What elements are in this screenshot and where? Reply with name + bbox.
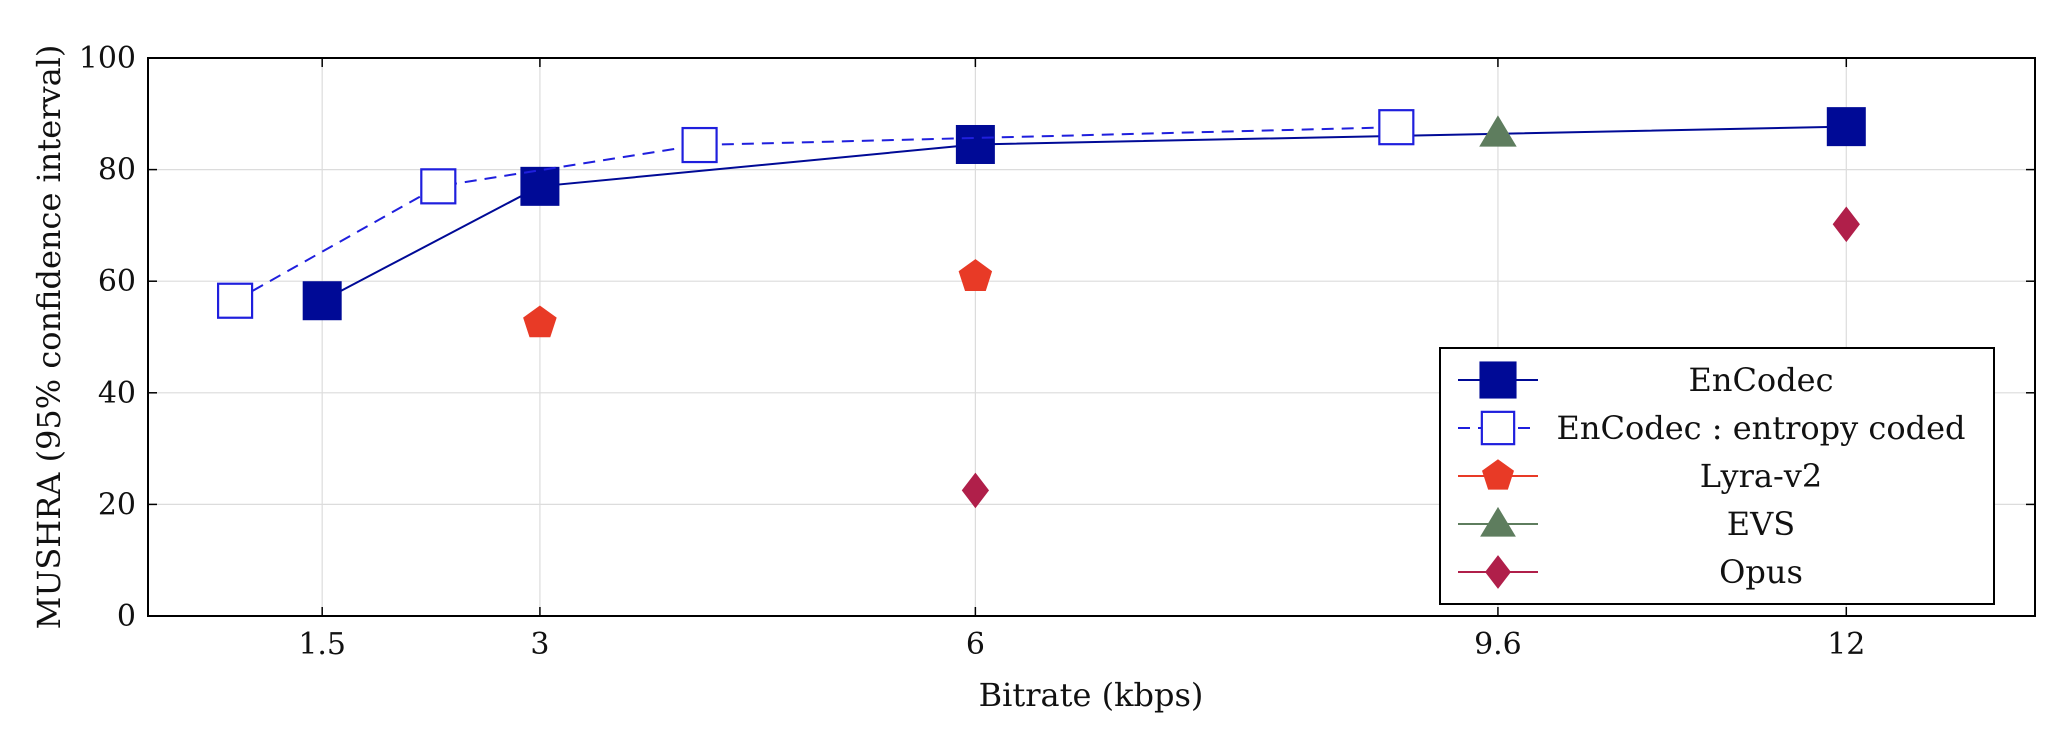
y-tick-label: 20 bbox=[98, 487, 136, 522]
series-group bbox=[1479, 115, 1517, 147]
x-tick-label: 9.6 bbox=[1474, 627, 1522, 662]
y-tick-label: 80 bbox=[98, 153, 136, 188]
data-point bbox=[302, 281, 342, 321]
x-axis-label: Bitrate (kbps) bbox=[979, 676, 1204, 714]
legend-marker bbox=[1480, 506, 1516, 537]
series-group bbox=[302, 107, 1866, 321]
data-point bbox=[1378, 109, 1415, 146]
y-tick-label: 0 bbox=[117, 599, 136, 634]
data-point bbox=[1832, 206, 1860, 243]
legend-label: EnCodec : entropy coded bbox=[1557, 409, 1966, 447]
y-tick-label: 60 bbox=[98, 264, 136, 299]
data-point bbox=[955, 124, 995, 164]
data-point bbox=[216, 282, 254, 319]
data-point bbox=[681, 126, 718, 164]
y-tick-label: 40 bbox=[98, 376, 136, 411]
series-layer bbox=[216, 107, 1866, 509]
x-tick-label: 1.5 bbox=[298, 627, 346, 662]
series-line bbox=[234, 126, 1397, 302]
legend: EnCodec EnCodec : entropy coded Lyra-v2 EVS… bbox=[1439, 347, 1995, 605]
legend-label: EVS bbox=[1727, 505, 1795, 543]
series-group bbox=[216, 109, 1415, 319]
legend-marker bbox=[1485, 555, 1511, 589]
series-group bbox=[523, 259, 993, 338]
y-tick-label: 100 bbox=[79, 41, 136, 76]
series-group bbox=[961, 206, 1860, 509]
tick-layer: 1.5 3 6 9.6 12 0 20 40 60 80 100 bbox=[79, 41, 2035, 662]
x-tick-label: 3 bbox=[530, 627, 549, 662]
data-point bbox=[523, 305, 557, 338]
legend-label: Lyra-v2 bbox=[1700, 457, 1822, 495]
data-point bbox=[520, 166, 560, 206]
x-tick-label: 6 bbox=[966, 627, 985, 662]
x-tick-label: 12 bbox=[1827, 627, 1865, 662]
data-point bbox=[958, 259, 993, 291]
data-point bbox=[1826, 107, 1866, 147]
data-point bbox=[1479, 115, 1517, 147]
data-point bbox=[961, 472, 990, 509]
series-line bbox=[321, 125, 1847, 302]
legend-label: Opus bbox=[1719, 553, 1803, 591]
plot-frame bbox=[147, 57, 2036, 617]
legend-label: EnCodec bbox=[1688, 361, 1833, 399]
legend-marker bbox=[1479, 361, 1517, 399]
legend-marker bbox=[1480, 410, 1516, 446]
data-point bbox=[420, 168, 457, 205]
legend-marker bbox=[1482, 459, 1514, 490]
y-axis-label: MUSHRA (95% confidence interval) bbox=[30, 45, 68, 630]
